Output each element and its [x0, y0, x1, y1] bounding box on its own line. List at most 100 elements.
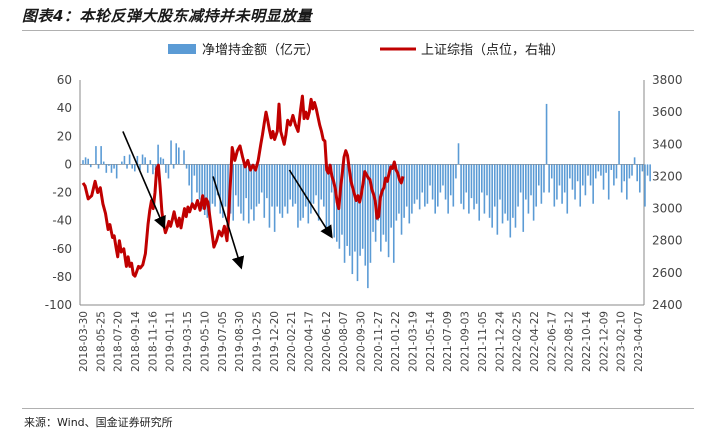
- bar: [607, 164, 610, 200]
- x-tick-label: 2023-02-10: [616, 311, 628, 372]
- bar: [351, 164, 354, 275]
- y-left-tick-label: -60: [52, 242, 72, 256]
- bar: [209, 164, 211, 221]
- bar: [579, 164, 582, 207]
- bar: [517, 164, 519, 207]
- bar: [493, 164, 496, 207]
- bar: [206, 164, 209, 218]
- bar: [535, 164, 537, 207]
- bar: [219, 164, 222, 214]
- combo-chart: 净增持金额（亿元） 上证综指（点位，右轴） -100 -80 -60 -40 -20 0 2…: [45, 42, 683, 372]
- bar: [574, 164, 576, 200]
- bar: [203, 164, 206, 215]
- y-right-tick-label: 2400: [652, 298, 683, 312]
- x-tick-label: 2021-12-24: [494, 311, 506, 372]
- x-tick-label: 2023-04-07: [633, 311, 645, 372]
- bar: [162, 158, 165, 165]
- bar: [268, 164, 271, 228]
- bar: [190, 164, 193, 207]
- bar: [385, 164, 387, 242]
- bar: [110, 164, 113, 173]
- y-axis-right-labels: 2400 2600 2800 3000 3200 3400 3600 3800: [652, 73, 683, 312]
- x-tick-label: 2018-09-14: [130, 311, 142, 372]
- x-tick-label: 2021-11-05: [477, 311, 489, 372]
- bar: [468, 164, 470, 214]
- bar: [488, 164, 491, 218]
- bar: [462, 164, 465, 210]
- x-tick-label: 2021-05-14: [425, 311, 437, 372]
- legend-bar-label: 净增持金额（亿元）: [202, 42, 319, 58]
- bar: [133, 164, 136, 172]
- bar: [460, 164, 462, 204]
- bar: [263, 164, 266, 218]
- x-tick-label: 2020-11-27: [373, 311, 385, 372]
- bar: [369, 164, 372, 263]
- y-right-tick-label: 3400: [652, 137, 683, 151]
- bar: [222, 164, 224, 218]
- bar: [289, 164, 291, 200]
- bar: [444, 164, 447, 200]
- bar: [473, 164, 475, 210]
- bar: [403, 164, 405, 218]
- bar: [408, 164, 411, 224]
- bar: [506, 164, 509, 221]
- bar: [100, 146, 102, 165]
- bar: [421, 164, 424, 193]
- x-tick-label: 2020-02-21: [286, 311, 298, 372]
- bar: [159, 157, 162, 165]
- x-tick-label: 2019-08-30: [234, 311, 246, 372]
- bar: [346, 164, 348, 246]
- bar: [84, 157, 87, 165]
- bar: [286, 164, 289, 214]
- bar: [470, 164, 473, 199]
- bar: [146, 164, 149, 173]
- bar: [232, 164, 235, 221]
- y-right-tick-label: 3200: [652, 169, 683, 183]
- bar: [193, 164, 196, 176]
- bar: [543, 164, 545, 193]
- source-note: 来源：Wind、国金证券研究所: [24, 416, 173, 429]
- bar: [395, 164, 398, 221]
- bar: [623, 164, 626, 182]
- bar: [154, 164, 157, 170]
- bar: [509, 164, 512, 238]
- bar: [514, 164, 517, 228]
- bar: [377, 164, 380, 221]
- bar: [558, 164, 561, 186]
- bar: [457, 143, 460, 165]
- bar: [113, 164, 115, 169]
- bar: [571, 164, 574, 190]
- bar: [613, 164, 615, 186]
- bar: [139, 164, 141, 170]
- bar: [276, 164, 279, 207]
- bar: [211, 164, 214, 204]
- bar: [294, 164, 297, 204]
- bar: [486, 164, 488, 196]
- bar: [496, 164, 499, 235]
- bar: [594, 164, 597, 179]
- bar: [418, 164, 421, 210]
- bar: [333, 164, 335, 238]
- bar: [413, 164, 416, 204]
- bar: [126, 164, 128, 169]
- bar: [436, 164, 439, 207]
- x-tick-label: 2020-06-12: [321, 311, 333, 372]
- x-tick-label: 2020-08-07: [338, 311, 350, 372]
- bar: [429, 164, 431, 186]
- bar: [227, 164, 229, 228]
- bar: [491, 164, 493, 228]
- bar: [537, 164, 540, 186]
- bar: [253, 164, 255, 221]
- x-tick-label: 2018-03-30: [78, 311, 90, 372]
- bar: [102, 161, 105, 165]
- x-tick-label: 2021-01-22: [390, 311, 402, 372]
- bar: [317, 164, 320, 221]
- bar: [157, 144, 159, 165]
- bar: [439, 164, 442, 193]
- y-right-tick-label: 3800: [652, 73, 683, 87]
- bar: [255, 164, 258, 207]
- bar: [592, 164, 594, 204]
- bar: [312, 164, 315, 204]
- bar: [105, 164, 108, 173]
- bar: [260, 164, 263, 193]
